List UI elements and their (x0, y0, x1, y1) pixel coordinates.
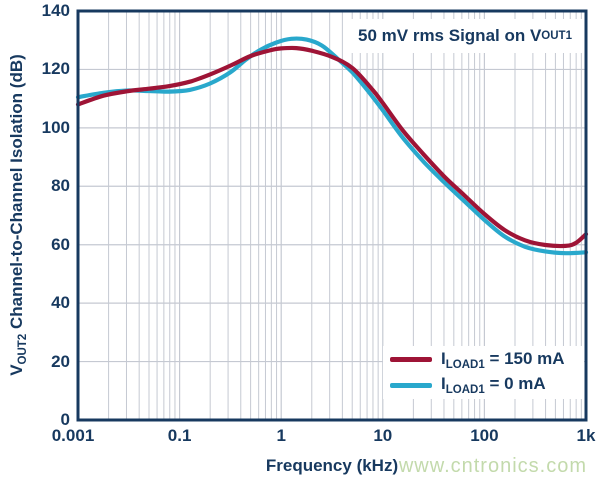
legend-swatch-0ma (390, 382, 432, 388)
legend-label-150ma: ILOAD1 = 150 mA (441, 348, 565, 371)
x-tick-0.1: 0.1 (167, 426, 192, 445)
legend-row-150ma: ILOAD1 = 150 mA (383, 348, 584, 372)
x-tick-1k: 1k (576, 426, 596, 445)
y-tick-120: 120 (41, 59, 70, 79)
watermark: www.cntronics.com (398, 455, 587, 477)
x-tick-0.001: 0.001 (51, 426, 95, 445)
x-tick-10: 10 (373, 426, 393, 445)
annotation-box: 50 mV rms Signal on V OUT1 (346, 19, 584, 53)
legend-label-0ma: ILOAD1 = 0 mA (441, 374, 546, 397)
legend: ILOAD1 = 150 mA ILOAD1 = 0 mA (383, 346, 584, 399)
y-tick-140: 140 (41, 1, 70, 20)
y-tick-80: 80 (51, 176, 70, 196)
x-axis-title: Frequency (kHz) (265, 456, 399, 475)
legend-row-0ma: ILOAD1 = 0 mA (383, 373, 584, 397)
y-tick-60: 60 (51, 234, 70, 254)
legend-swatch-150ma (390, 357, 432, 363)
y-tick-0: 0 (60, 410, 70, 429)
y-tick-100: 100 (41, 117, 70, 137)
y-tick-40: 40 (51, 293, 70, 313)
y-tick-20: 20 (51, 351, 70, 371)
x-tick-1: 1 (276, 426, 286, 445)
x-tick-100: 100 (470, 426, 499, 445)
